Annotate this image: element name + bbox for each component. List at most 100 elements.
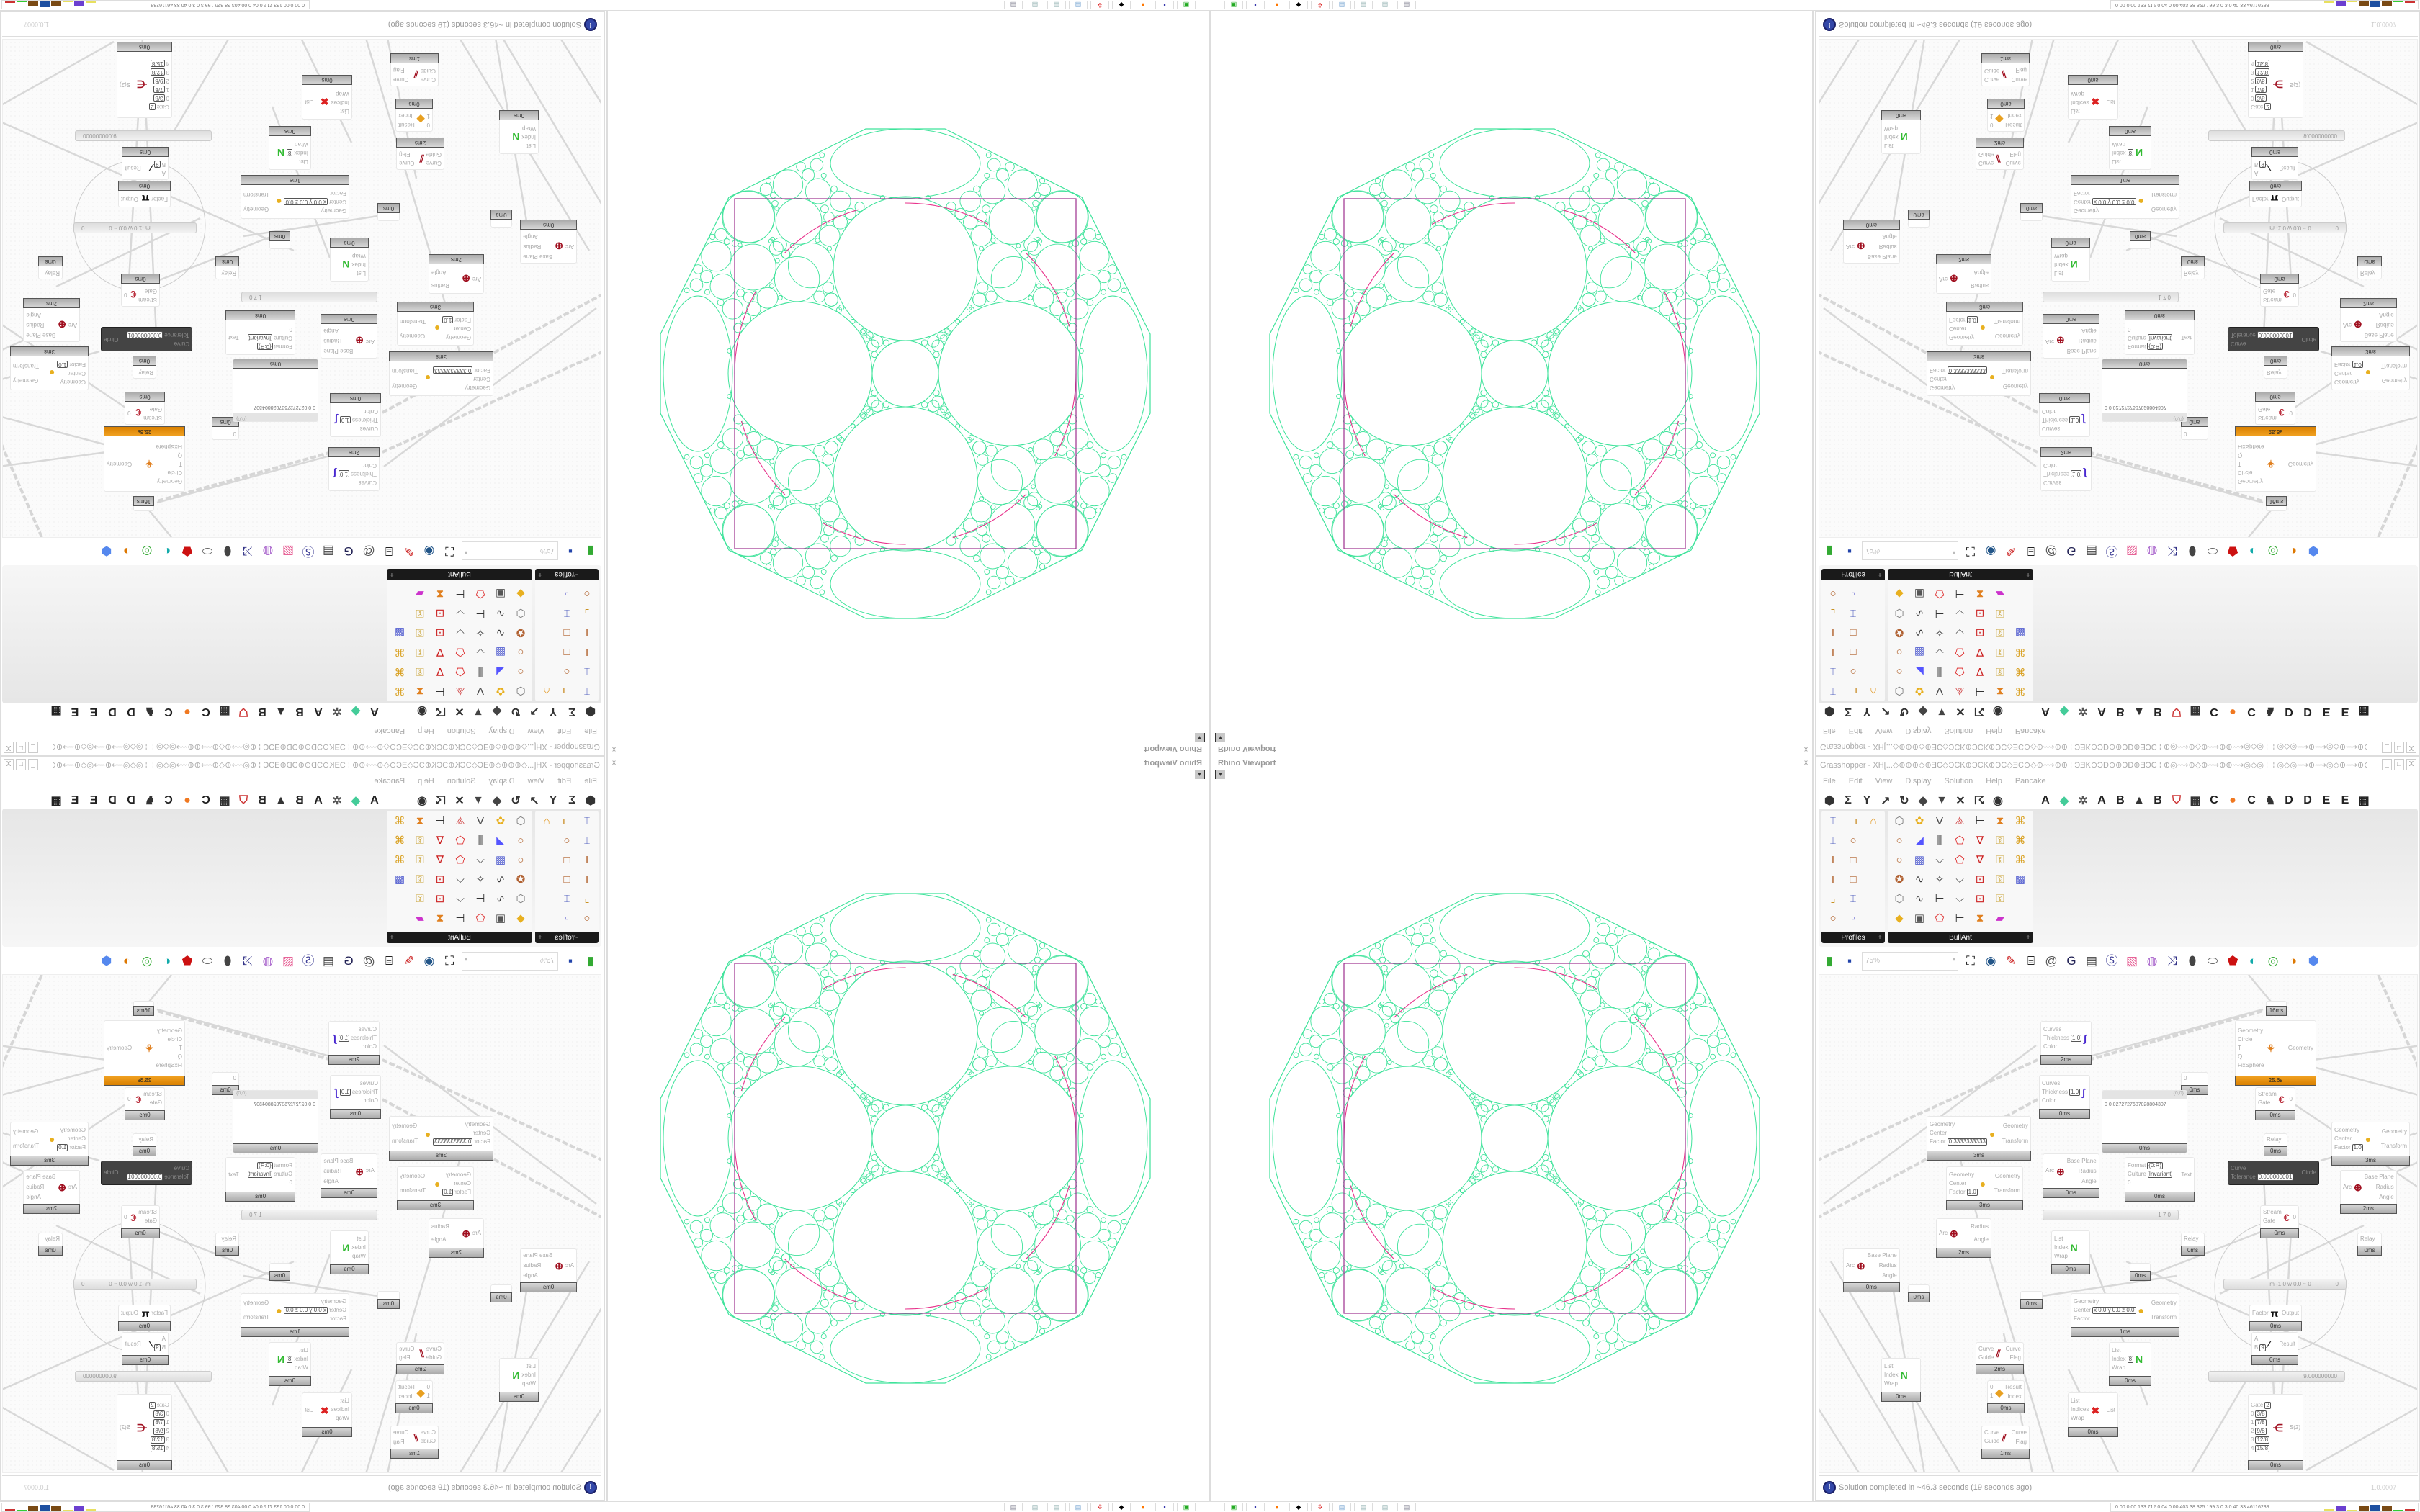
- plane-blue-icon[interactable]: ◢: [1915, 834, 1924, 847]
- frame-node-icon[interactable]: ⊡: [1975, 893, 1985, 905]
- ring-icon[interactable]: ○: [517, 854, 524, 866]
- output-param[interactable]: Base Plane: [2066, 1157, 2097, 1164]
- v-node-icon[interactable]: ∇: [1976, 834, 1984, 847]
- output-param[interactable]: List: [305, 99, 314, 106]
- output-param[interactable]: Geometry: [2287, 461, 2313, 467]
- param-value[interactable]: 1.0: [338, 1034, 349, 1042]
- component-arc[interactable]: Arc ⊕ Base Plane Radius Angle 2ms: [2340, 1170, 2397, 1214]
- taskbar-app-calculator[interactable]: ▤: [1332, 1, 1351, 9]
- menu-display[interactable]: Display: [1905, 777, 1932, 786]
- slider-value[interactable]: 9.000000000: [83, 1373, 117, 1380]
- output-param[interactable]: Flag: [393, 67, 405, 73]
- orange-circle-icon[interactable]: ●: [184, 706, 191, 718]
- component-arc[interactable]: Arc ⊕ Base Plane Radius Angle 0ms: [520, 1248, 577, 1292]
- red-poly-icon[interactable]: ⬠: [1935, 912, 1945, 924]
- green-loop-icon[interactable]: ◎: [2267, 954, 2279, 968]
- output-param[interactable]: Angle: [2379, 312, 2394, 319]
- cube-gray-icon[interactable]: ⬡: [1894, 893, 1904, 905]
- tab-E[interactable]: E: [71, 706, 79, 718]
- menu-view[interactable]: View: [1875, 777, 1893, 786]
- red-frame-icon[interactable]: ⌘: [2015, 685, 2026, 697]
- channel-icon[interactable]: ⊐: [1848, 685, 1858, 697]
- shield-icon[interactable]: ⛉: [239, 794, 248, 806]
- polyline-icon[interactable]: ⌵: [456, 626, 465, 639]
- param-value[interactable]: 1.0: [442, 1188, 454, 1196]
- red-poly-icon[interactable]: ⬠: [1955, 646, 1965, 658]
- rhino-viewport[interactable]: Rhino Viewport ▾ x: [1210, 756, 1814, 1501]
- cluster-icon[interactable]: ⌸: [385, 954, 393, 968]
- input-param[interactable]: Curves: [2042, 425, 2080, 433]
- chain-icon[interactable]: ⬭: [202, 954, 213, 968]
- component-relay[interactable]: Relay 0ms: [2264, 1133, 2287, 1156]
- gha-icon[interactable]: G: [2066, 954, 2076, 968]
- polyline-icon[interactable]: ⌵: [1955, 607, 1964, 619]
- output-param[interactable]: Radius: [1971, 1223, 1989, 1230]
- beam-profile-icon[interactable]: ⌶: [563, 607, 570, 619]
- tab-D[interactable]: D: [2303, 794, 2312, 806]
- minimize-button[interactable]: _: [28, 742, 38, 753]
- lock-icon[interactable]: ⚿: [416, 873, 424, 886]
- input-param[interactable]: Indices: [2071, 98, 2089, 106]
- bracket-icon[interactable]: ⊢: [1975, 685, 1985, 697]
- menu-edit[interactable]: Edit: [557, 777, 572, 786]
- component-pi[interactable]: Factor π Output 0ms: [2249, 181, 2302, 207]
- taskbar-app-notepad[interactable]: ▤: [1047, 1, 1066, 9]
- orange-circle-icon[interactable]: ●: [184, 794, 191, 806]
- surface-icon[interactable]: ◆: [1918, 705, 1928, 717]
- input-param[interactable]: Curve: [426, 159, 442, 167]
- output-param[interactable]: 0: [2289, 410, 2293, 417]
- output-param[interactable]: Transform: [2380, 362, 2407, 369]
- open-file-icon[interactable]: ▮: [1826, 954, 1833, 968]
- panel-icon[interactable]: ▣: [495, 588, 506, 600]
- input-param[interactable]: Factor: [284, 1315, 346, 1323]
- tab-E[interactable]: E: [71, 794, 79, 806]
- taskbar-app-inkscape[interactable]: ◆: [1289, 1, 1308, 9]
- output-param[interactable]: Transform: [243, 191, 270, 198]
- component-arc[interactable]: Arc ⊕ Base Plane Radius Angle 0ms: [2043, 314, 2099, 359]
- at-sign-icon[interactable]: @: [2045, 544, 2058, 558]
- lock-icon[interactable]: ⚿: [1996, 854, 2004, 866]
- component-relay[interactable]: Relay 0ms: [38, 256, 63, 279]
- input-param[interactable]: Gate: [2263, 1218, 2282, 1225]
- half-sphere-icon[interactable]: ◑: [2289, 954, 2298, 968]
- input-param[interactable]: Geometry: [433, 383, 490, 391]
- blue-hex-icon[interactable]: ⬢: [2308, 544, 2319, 558]
- tower-icon[interactable]: ⌂: [543, 815, 550, 827]
- output-param[interactable]: Flag: [393, 1439, 405, 1445]
- output-param[interactable]: List: [2106, 99, 2115, 106]
- input-param[interactable]: Guide: [426, 1354, 442, 1362]
- input-param[interactable]: List: [351, 1236, 366, 1243]
- gear-cat-icon[interactable]: ✲: [2078, 705, 2088, 717]
- component-gate[interactable]: Stream Gate €0 0ms: [2255, 1087, 2295, 1120]
- lock-icon[interactable]: ⚿: [1996, 873, 2004, 886]
- zoom-level-input[interactable]: 75% ▾: [462, 541, 558, 560]
- beam-profile-icon[interactable]: ⌶: [563, 893, 570, 905]
- loop-curve-icon[interactable]: ↻: [511, 795, 521, 807]
- taskbar-app-inkscape[interactable]: ◆: [1289, 1503, 1308, 1511]
- taskbar-app-notepad[interactable]: ▤: [1047, 1503, 1066, 1511]
- input-param[interactable]: Color: [340, 408, 378, 415]
- input-param[interactable]: 03/8: [149, 94, 169, 102]
- output-param[interactable]: Curve: [2011, 1429, 2027, 1436]
- input-param[interactable]: Curve: [127, 340, 189, 348]
- input-param[interactable]: Geometry: [433, 1121, 490, 1129]
- output-param[interactable]: Curve: [2005, 1345, 2021, 1352]
- input-param[interactable]: 1: [427, 112, 430, 120]
- tab-C[interactable]: C: [202, 706, 210, 718]
- input-param[interactable]: Color: [2042, 1097, 2080, 1105]
- chevron-down-icon[interactable]: ▾: [465, 549, 468, 556]
- ring-icon[interactable]: ○: [1829, 912, 1837, 924]
- lock-icon[interactable]: ⚿: [416, 893, 424, 905]
- component-gate[interactable]: Stream Gate €0 0ms: [2255, 392, 2295, 425]
- red-gem-icon[interactable]: ⬟: [182, 954, 193, 968]
- input-param[interactable]: List: [2054, 1236, 2069, 1243]
- taskbar-app-firefox[interactable]: ●: [1268, 1, 1286, 9]
- input-param[interactable]: 0: [233, 1075, 236, 1083]
- output-param[interactable]: Geometry: [392, 1122, 418, 1129]
